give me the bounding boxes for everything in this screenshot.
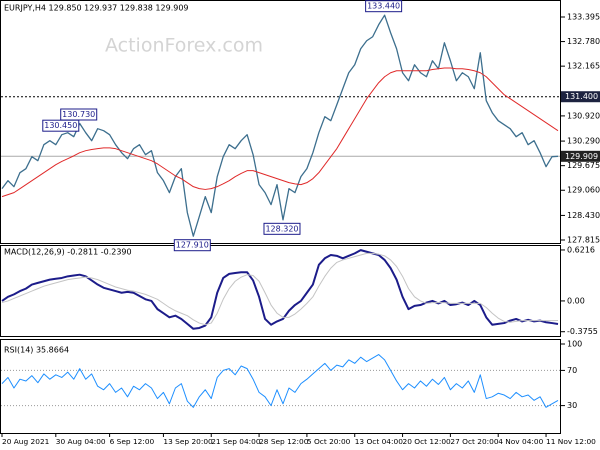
price-label-box [263,222,301,235]
x-tick-label: 11 Nov 12:00 [546,437,596,446]
x-tick-label: 27 Oct 20:00 [450,437,498,446]
level-label: 131.400 [565,92,598,101]
x-tick-label: 21 Sep 04:00 [211,437,261,446]
panel-title: MACD(12,26,9) -0.2811 -0.2390 [4,248,132,257]
price-label: 128.320 [265,224,298,233]
y-tick-label: 129.060 [567,186,600,195]
price-panel [0,0,561,244]
x-tick-label: 28 Sep 12:00 [259,437,309,446]
y-tick-label: 100 [567,340,582,349]
watermark: ActionForex.com [105,35,263,57]
panel-title: RSI(14) 35.8664 [4,346,69,355]
y-tick-label: 129.675 [567,161,600,170]
price-label-box [365,0,403,13]
y-tick-label: 30 [567,401,577,410]
y-tick-label: 132.780 [567,37,600,46]
last-price-label: 129.909 [565,152,598,161]
series-line [1,354,559,408]
y-tick-label: -0.3755 [567,327,598,336]
series-line [1,249,559,330]
x-tick-label: 13 Sep 20:00 [163,437,213,446]
y-tick-label: 133.395 [567,12,600,21]
rsi-panel [0,339,561,434]
price-label: 133.440 [367,2,400,11]
price-label-box [173,239,211,252]
series-line [1,252,559,326]
y-tick-label: 0.6216 [567,245,595,254]
series-line [1,14,559,237]
y-tick-label: 128.430 [567,211,600,220]
y-tick-label: 0.00 [567,296,585,305]
x-tick-label: 13 Oct 04:00 [355,437,403,446]
x-tick-label: 20 Oct 12:00 [403,437,451,446]
level-box [561,91,600,103]
series-line [1,67,559,198]
x-tick-label: 5 Oct 20:00 [307,437,351,446]
y-tick-label: 130.920 [567,111,600,120]
y-tick-label: 132.165 [567,62,600,71]
price-label-box [42,119,80,132]
y-tick-label: 127.815 [567,236,600,245]
panel-title: EURJPY,H4 129.850 129.937 129.838 129.90… [4,4,189,13]
x-tick-label: 30 Aug 04:00 [56,437,106,446]
x-tick-label: 4 Nov 04:00 [498,437,543,446]
macd-panel [0,245,561,337]
last-price-box [561,150,600,162]
y-tick-label: 130.290 [567,137,600,146]
x-tick-label: 6 Sep 12:00 [110,437,155,446]
price-label: 130.730 [62,110,95,119]
y-tick-label: 70 [567,366,577,375]
x-tick-label: 20 Aug 2021 [2,437,50,446]
price-label: 130.450 [44,121,77,130]
price-label: 127.910 [176,241,209,250]
